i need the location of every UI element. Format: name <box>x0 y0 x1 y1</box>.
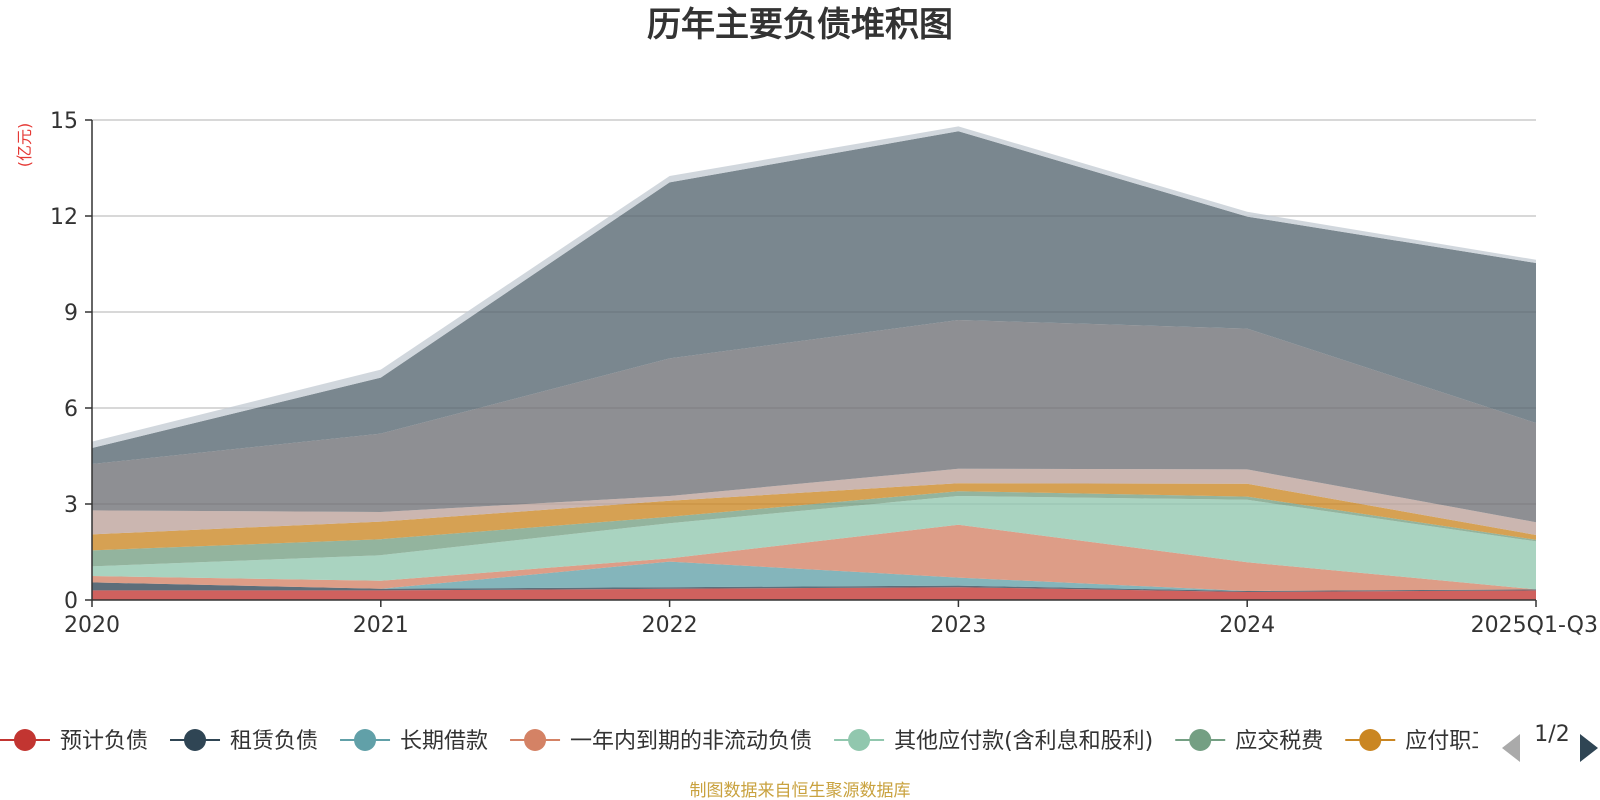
x-tick-label-5: 2025Q1-Q3 <box>1471 613 1598 638</box>
y-axis-unit-label: (亿元) <box>15 123 34 168</box>
legend-dot-icon <box>184 729 207 751</box>
legend-item-1[interactable]: 租赁负债 <box>170 729 318 754</box>
legend-dot-icon <box>1359 729 1382 751</box>
legend-label: 长期借款 <box>400 729 488 754</box>
y-tick-label-3: 3 <box>64 493 78 518</box>
area-series-2[interactable] <box>92 561 1536 591</box>
legend-label: 一年内到期的非流动负债 <box>570 729 812 754</box>
x-tick-label-4: 2024 <box>1219 613 1275 638</box>
area-series-9[interactable] <box>92 131 1536 464</box>
legend-prev-icon[interactable] <box>1502 734 1520 762</box>
legend-item-3[interactable]: 一年内到期的非流动负债 <box>510 729 812 754</box>
axes: 0 3 6 9 12 15 2020 2021 2022 2023 2024 2025Q1-Q3 <box>50 109 1598 638</box>
legend-items: 预计负债 租赁负债 长期借款 一年内到期的非流动负债 其他应付款(含利息和股利) 应交税费… <box>0 729 1537 754</box>
y-tick-label-6: 6 <box>64 397 78 422</box>
legend-item-5[interactable]: 应交税费 <box>1175 729 1323 754</box>
area-series-3[interactable] <box>92 524 1536 591</box>
area-series-0[interactable] <box>92 587 1536 600</box>
legend-page-indicator: 1/2 <box>1534 722 1569 747</box>
area-series-1[interactable] <box>92 582 1536 592</box>
y-tick-label-9: 9 <box>64 301 78 326</box>
legend-pager: 1/2 <box>1502 722 1598 762</box>
legend-dot-icon <box>848 729 871 751</box>
area-series-5[interactable] <box>92 491 1536 567</box>
area-series-8[interactable] <box>92 320 1536 523</box>
legend-item-4[interactable]: 其他应付款(含利息和股利) <box>834 729 1153 754</box>
area-series-6[interactable] <box>92 483 1536 551</box>
area-series-4[interactable] <box>92 496 1536 590</box>
legend-item-6[interactable]: 应付职工薪酬 <box>1345 729 1537 754</box>
legend-item-0[interactable]: 预计负债 <box>0 729 148 754</box>
x-tick-label-3: 2023 <box>930 613 986 638</box>
legend-dot-icon <box>354 729 377 751</box>
legend-label: 应交税费 <box>1235 729 1323 754</box>
y-tick-label-12: 12 <box>50 205 78 230</box>
legend-label: 预计负债 <box>60 729 148 754</box>
x-tick-label-1: 2021 <box>353 613 409 638</box>
chart-title: 历年主要负债堆积图 <box>647 5 953 45</box>
x-tick-label-0: 2020 <box>64 613 120 638</box>
legend-label: 应付职工薪酬 <box>1405 729 1537 754</box>
x-tick-label-2: 2022 <box>642 613 698 638</box>
legend-next-icon[interactable] <box>1580 734 1598 762</box>
legend-dot-icon <box>1189 729 1212 751</box>
legend-dot-icon <box>14 729 36 751</box>
legend-item-2[interactable]: 长期借款 <box>340 729 488 754</box>
area-series-group <box>92 126 1536 600</box>
y-tick-label-15: 15 <box>50 109 78 134</box>
legend-label: 租赁负债 <box>230 729 318 754</box>
data-source-note: 制图数据来自恒生聚源数据库 <box>690 781 911 800</box>
legend-label: 其他应付款(含利息和股利) <box>894 729 1153 754</box>
legend: 预计负债 租赁负债 长期借款 一年内到期的非流动负债 其他应付款(含利息和股利) 应交税费… <box>0 729 1537 754</box>
legend-dot-icon <box>524 729 547 751</box>
y-tick-label-0: 0 <box>64 589 78 614</box>
